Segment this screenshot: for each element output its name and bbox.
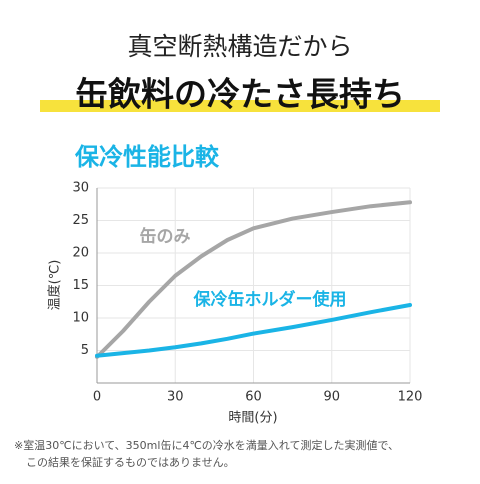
- x-tick-label: 0: [93, 390, 101, 405]
- x-tick-label: 30: [167, 390, 184, 405]
- series-label: 缶のみ: [140, 226, 191, 247]
- y-tick-label: 10: [72, 311, 89, 326]
- footnote: ※室温30℃において、350ml缶に4℃の冷水を満量入れて測定した実測値で、: [14, 438, 399, 452]
- highlight: [40, 100, 440, 112]
- subtitle: 真空断熱構造だから: [127, 32, 352, 61]
- x-tick-label: 90: [323, 390, 340, 405]
- series-line: [95, 200, 412, 359]
- footnote: この結果を保証するものではありません。: [26, 455, 235, 469]
- y-tick-label: 15: [72, 278, 89, 293]
- y-tick-label: 5: [81, 343, 89, 358]
- y-tick-label: 30: [72, 181, 89, 196]
- x-tick-label: 120: [398, 390, 423, 405]
- series-line: [95, 303, 412, 358]
- y-tick-label: 20: [72, 246, 89, 261]
- title: 缶飲料の冷たさ長持ち: [75, 75, 405, 114]
- x-tick-label: 60: [245, 390, 262, 405]
- chart-title: 保冷性能比較: [74, 143, 220, 171]
- x-axis-label: 時間(分): [228, 411, 277, 426]
- y-tick-label: 25: [72, 213, 89, 228]
- y-axis-label: 温度(℃): [47, 260, 63, 311]
- series-label: 保冷缶ホルダー使用: [193, 289, 347, 310]
